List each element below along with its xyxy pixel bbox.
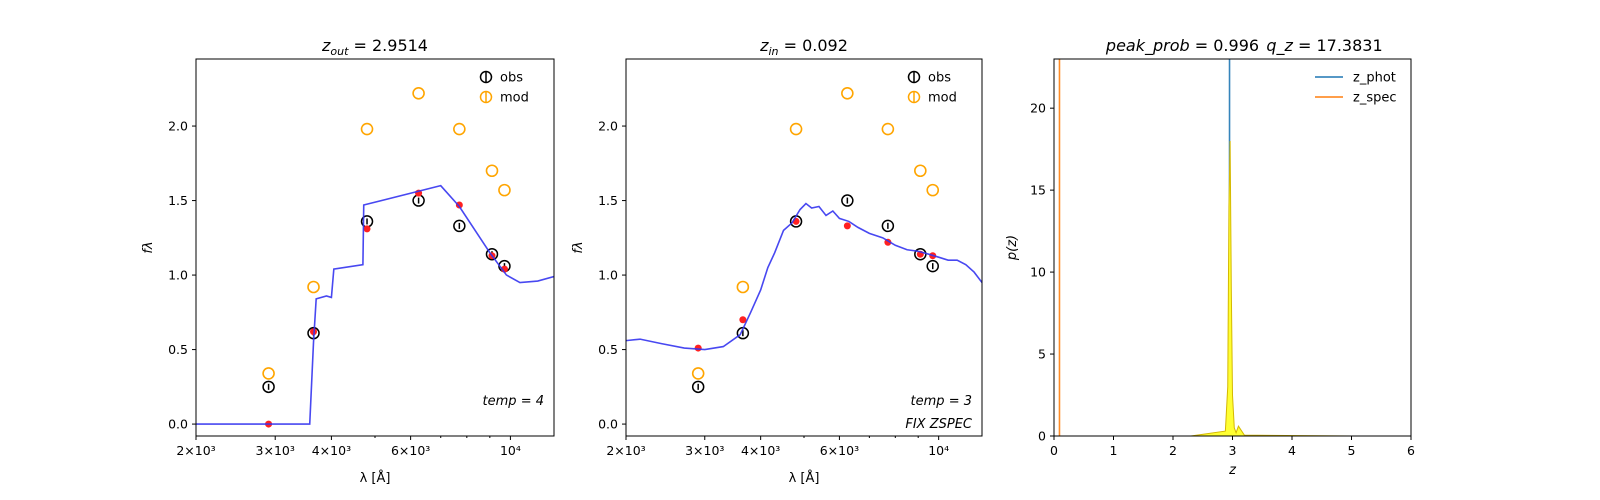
y-tick-label: 0.5 [598, 342, 618, 357]
obs-point [926, 259, 939, 273]
mod-point [307, 280, 320, 294]
mod-point [914, 164, 927, 178]
mod-point [736, 280, 750, 294]
model-flux-point [455, 201, 463, 209]
model-flux-point [694, 344, 702, 352]
plot-area [1054, 59, 1352, 436]
y-tick-label: 1.0 [168, 268, 188, 283]
panel-2: 2×10³ 3×10³ 4×10³ 6×10³ 10⁴ 0.0 0.5 1.0 1.5 2.0 λ … [571, 36, 983, 486]
mod-point [881, 122, 895, 136]
series-3-line [626, 202, 982, 351]
model-flux-point [363, 225, 371, 233]
y-tick-label: 0.0 [168, 417, 188, 432]
y-tick-label: 10 [1030, 265, 1046, 280]
y-tick-label: 0.5 [168, 342, 188, 357]
y-tick-label: 5 [1038, 347, 1046, 362]
axes-frame [625, 58, 983, 437]
x-tick-label: 4×10³ [741, 443, 780, 458]
x-tick-label: 10⁴ [928, 443, 949, 458]
legend-label: obs [928, 71, 951, 86]
chart-title: peak_prob = 0.996 [1105, 36, 1259, 56]
x-tick-label: 3 [1229, 443, 1237, 458]
x-tick-label: 6×10³ [820, 443, 859, 458]
x-tick-label: 1 [1110, 443, 1118, 458]
mod-point [485, 164, 499, 178]
y-tick-label: 0 [1038, 429, 1046, 444]
model-flux-point [739, 316, 747, 324]
y-axis-label: fλ [141, 241, 156, 253]
y-axis-label: p(z) [1005, 235, 1020, 261]
x-tick-label: 5 [1348, 443, 1356, 458]
obs-marker [485, 247, 499, 261]
mod-point [926, 183, 940, 197]
y-tick-label: 15 [1030, 183, 1046, 198]
mod-point [841, 86, 854, 100]
y-tick-label: 1.0 [598, 268, 618, 283]
legend-label: z_phot [1353, 71, 1396, 86]
legend-label: z_spec [1353, 91, 1397, 106]
x-tick-label: 6×10³ [391, 443, 430, 458]
obs-point [841, 194, 854, 207]
mod-point [453, 122, 466, 136]
x-tick-label: 2×10³ [176, 443, 215, 458]
legend-label: mod [500, 91, 529, 106]
obs-marker [841, 194, 854, 207]
legend-label: obs [500, 71, 523, 86]
axes-frame [195, 58, 555, 437]
mod-point [412, 86, 425, 100]
legend: obs mod [907, 71, 957, 106]
obs-point [262, 380, 275, 394]
obs-point [412, 194, 425, 207]
legend: obs mod [479, 71, 529, 106]
obs-point [453, 219, 466, 233]
mod-point [789, 122, 803, 136]
x-axis-label: λ [Å] [360, 470, 391, 486]
obs-marker [926, 259, 939, 273]
x-tick-label: 6 [1407, 443, 1415, 458]
x-axis-label: z [1228, 463, 1237, 478]
x-tick-label: 2 [1169, 443, 1177, 458]
series-3-line [196, 184, 554, 425]
obs-point [691, 380, 705, 394]
mod-point [691, 367, 705, 380]
y-tick-label: 0.0 [598, 417, 618, 432]
x-axis-label: λ [Å] [789, 470, 820, 486]
mod-point [262, 367, 275, 380]
chart-title: zin = 0.092 [759, 36, 848, 58]
x-tick-label: 0 [1050, 443, 1058, 458]
x-tick-label: 10⁴ [500, 443, 521, 458]
plot-area [626, 86, 982, 394]
x-tick-label: 4×10³ [312, 443, 351, 458]
panel-3: 0 1 2 3 4 5 6 0 5 10 15 20 z p(z) peak_prob = 0.996 q_z… [1005, 36, 1415, 478]
chart-title: zout = 2.9514 [321, 36, 428, 58]
obs-point [881, 219, 895, 233]
annotation: temp = 3 [911, 394, 972, 409]
obs-marker [262, 380, 275, 394]
obs-marker [881, 219, 895, 233]
y-tick-label: 20 [1030, 101, 1046, 116]
y-tick-label: 2.0 [168, 119, 188, 134]
panel-1: 2×10³ 3×10³ 4×10³ 6×10³ 10⁴ 0.0 0.5 1.0 1.5 2.0 λ … [141, 36, 555, 486]
x-tick-label: 3×10³ [256, 443, 295, 458]
y-tick-label: 1.5 [168, 193, 188, 208]
model-flux-point [843, 222, 851, 230]
annotation: temp = 4 [483, 394, 544, 409]
x-tick-label: 4 [1288, 443, 1296, 458]
legend: z_phot z_spec [1315, 71, 1397, 106]
x-tick-label: 3×10³ [685, 443, 724, 458]
x-tick-label: 2×10³ [606, 443, 645, 458]
pdf-area [1054, 140, 1352, 436]
legend-label: mod [928, 91, 957, 106]
y-tick-label: 1.5 [598, 193, 618, 208]
plot-area [196, 86, 554, 428]
mod-point [498, 183, 511, 197]
y-tick-label: 2.0 [598, 119, 618, 134]
obs-marker [453, 219, 466, 233]
annotation: FIX ZSPEC [905, 417, 973, 432]
mod-point [360, 122, 374, 136]
y-axis-label: fλ [571, 241, 586, 253]
chart-subtitle: q_z = 17.3831 [1266, 36, 1382, 56]
obs-marker [691, 380, 705, 394]
